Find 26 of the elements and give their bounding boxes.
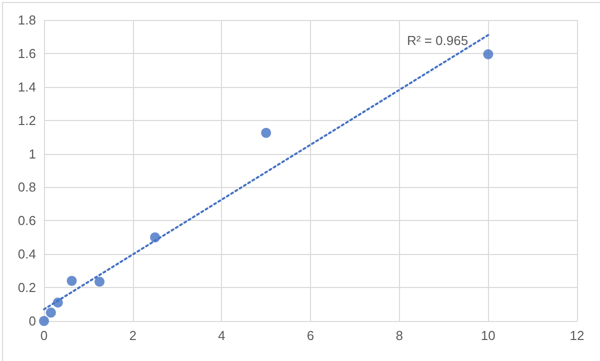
y-tick-label: 0.2 bbox=[18, 280, 36, 296]
x-tick-label: 4 bbox=[218, 328, 226, 343]
point bbox=[46, 308, 56, 318]
point bbox=[66, 276, 77, 286]
y-tick-label: 1.4 bbox=[18, 79, 36, 94]
annotation: R² = 0.965 bbox=[407, 33, 468, 48]
point bbox=[52, 298, 63, 308]
y-tick-label: 1.6 bbox=[18, 46, 36, 61]
y-tick-label: 1.2 bbox=[18, 112, 36, 128]
x-tick-label: 12 bbox=[570, 328, 584, 343]
point bbox=[94, 276, 105, 287]
y-tick-label: 1.8 bbox=[18, 12, 36, 28]
x-tick-label: 0 bbox=[40, 328, 48, 343]
y-tick-label: 0 bbox=[28, 314, 36, 328]
x-tick-label: 6 bbox=[306, 328, 314, 343]
x-tick-label: 10 bbox=[480, 328, 496, 343]
y-tick-label: 1 bbox=[28, 146, 36, 162]
point bbox=[39, 316, 49, 326]
x-tick-label: 8 bbox=[396, 328, 403, 343]
point bbox=[150, 232, 160, 242]
y-tick-label: 0.8 bbox=[18, 180, 36, 195]
x-tick-label: 2 bbox=[129, 328, 136, 343]
point bbox=[261, 128, 272, 138]
y-tick-label: 0.4 bbox=[18, 246, 36, 262]
y-tick-label: 0.6 bbox=[18, 213, 36, 228]
point bbox=[483, 49, 494, 60]
